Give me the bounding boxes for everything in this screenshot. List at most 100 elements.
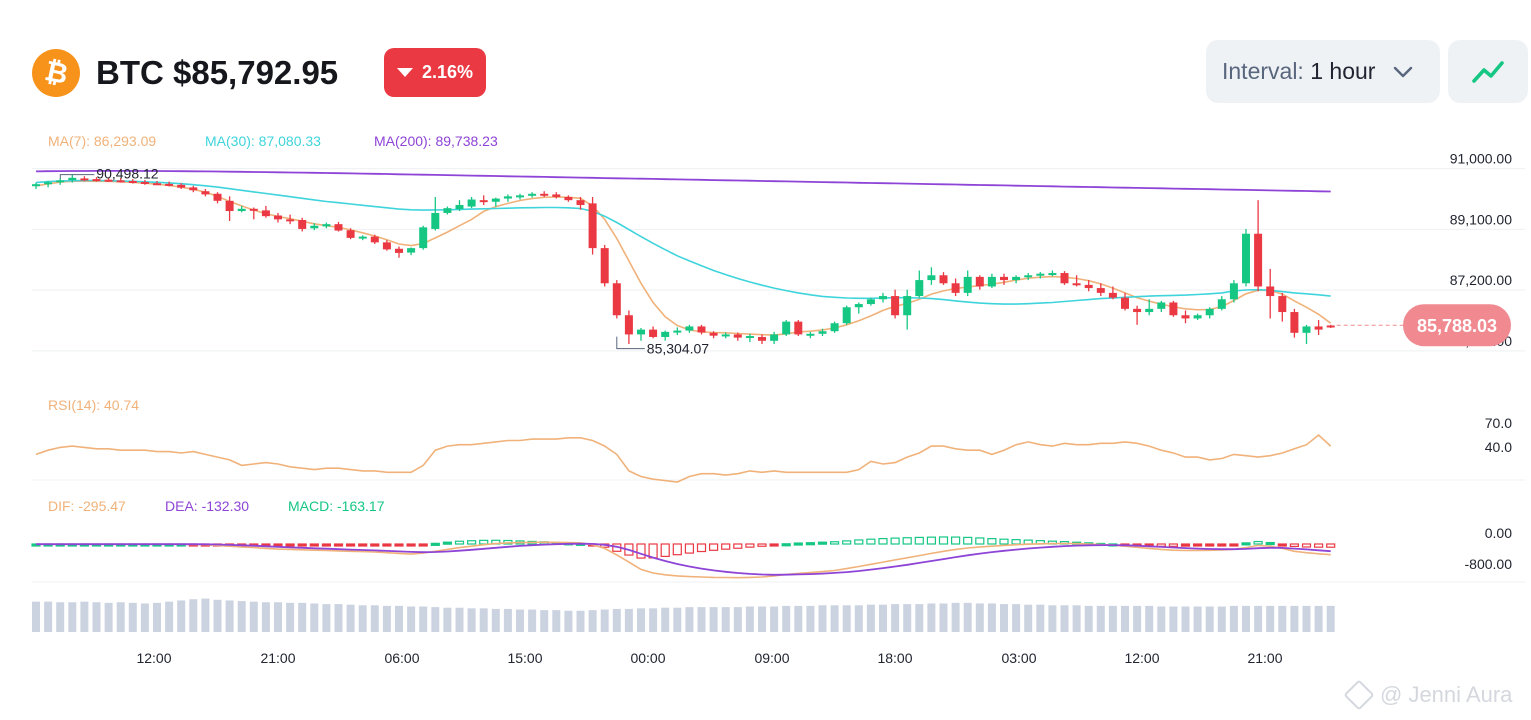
volume-bar bbox=[758, 606, 766, 632]
candle-body bbox=[370, 236, 379, 243]
volume-bar bbox=[443, 607, 452, 632]
macd-histogram-bar bbox=[938, 536, 949, 545]
volume-bar bbox=[939, 603, 948, 632]
candle-body bbox=[1000, 276, 1008, 281]
candle-body bbox=[56, 180, 65, 183]
macd-histogram-bar bbox=[454, 540, 465, 545]
macd-histogram-bar bbox=[1180, 543, 1191, 547]
candle-body bbox=[407, 248, 416, 253]
candle-body bbox=[673, 330, 682, 333]
volume-bar bbox=[830, 605, 839, 632]
macd-axis-label: -800.00 bbox=[1465, 556, 1513, 572]
volume-bar bbox=[382, 605, 391, 632]
macd-histogram-bar bbox=[1313, 543, 1324, 548]
volume-bar bbox=[274, 602, 282, 632]
chart-type-toggle-button[interactable] bbox=[1448, 40, 1528, 103]
candle-body bbox=[891, 296, 900, 316]
candle-body bbox=[1060, 273, 1069, 284]
volume-bar bbox=[1072, 605, 1081, 632]
volume-bar bbox=[709, 607, 718, 632]
volume-bar bbox=[1278, 605, 1287, 632]
candle-body bbox=[830, 323, 839, 332]
macd-histogram-bar bbox=[890, 537, 900, 545]
macd-histogram-bar bbox=[297, 543, 307, 547]
interval-dropdown[interactable]: Interval: 1 hour bbox=[1206, 40, 1440, 103]
candle-body bbox=[1096, 288, 1105, 293]
volume-bar bbox=[1326, 605, 1335, 632]
volume-bar bbox=[189, 599, 198, 632]
candle-body bbox=[153, 183, 161, 186]
dif-line bbox=[36, 541, 1331, 579]
candle-body bbox=[298, 219, 307, 229]
macd-histogram-bar bbox=[358, 543, 368, 547]
time-axis-label: 15:00 bbox=[507, 650, 542, 666]
time-axis-label: 12:00 bbox=[1124, 650, 1159, 666]
macd-histogram-bar bbox=[1289, 543, 1300, 548]
candle-body bbox=[782, 321, 791, 335]
candle-body bbox=[1157, 302, 1166, 309]
volume-bar bbox=[1157, 606, 1166, 632]
volume-bar bbox=[1169, 606, 1178, 632]
candle-body bbox=[334, 224, 343, 231]
volume-bar bbox=[1193, 606, 1202, 632]
volume-bar bbox=[649, 608, 658, 632]
macd-histogram-bar bbox=[854, 539, 864, 545]
macd-histogram-bar bbox=[1229, 543, 1239, 547]
candle-body bbox=[1242, 233, 1250, 284]
candle-body bbox=[92, 179, 101, 182]
time-axis-label: 09:00 bbox=[754, 650, 789, 666]
macd-axis-label: 0.00 bbox=[1485, 525, 1512, 541]
candle-body bbox=[455, 204, 464, 210]
candle-body bbox=[1012, 276, 1021, 281]
price-axis-label: 87,200.00 bbox=[1450, 272, 1512, 288]
volume-bar bbox=[721, 607, 730, 632]
volume-bar bbox=[1242, 605, 1250, 632]
volume-bar bbox=[540, 610, 549, 632]
volume-bar bbox=[165, 601, 174, 632]
volume-bar bbox=[806, 605, 815, 632]
interval-label: Interval: bbox=[1222, 58, 1304, 84]
macd-histogram-bar bbox=[636, 543, 646, 559]
volume-bar bbox=[419, 606, 428, 632]
volume-bar bbox=[491, 608, 500, 632]
last-price-badge bbox=[1403, 304, 1511, 347]
volume-bar bbox=[745, 606, 754, 632]
candle-body bbox=[68, 177, 77, 181]
volume-bar bbox=[866, 604, 875, 632]
candle-body bbox=[540, 193, 549, 196]
volume-bar bbox=[32, 601, 40, 632]
volume-bar bbox=[854, 605, 863, 632]
candle-body bbox=[1072, 283, 1081, 286]
macd-histogram-bar bbox=[430, 542, 440, 546]
price-change-badge: 2.16% bbox=[384, 48, 486, 97]
volume-bar bbox=[818, 605, 827, 632]
volume-bar bbox=[915, 604, 924, 632]
volume-bar bbox=[1121, 605, 1129, 632]
candle-body bbox=[975, 276, 984, 287]
volume-bar bbox=[346, 604, 355, 632]
candle-body bbox=[358, 236, 367, 239]
time-axis-label: 06:00 bbox=[384, 650, 419, 666]
candle-body bbox=[939, 275, 948, 284]
rsi-line bbox=[35, 433, 1332, 483]
volume-bar bbox=[1096, 605, 1105, 632]
candle-body bbox=[879, 296, 887, 300]
volume-bar bbox=[1048, 605, 1057, 632]
candle-body bbox=[80, 178, 89, 181]
candle-body bbox=[637, 329, 645, 335]
macd-histogram-bar bbox=[684, 543, 695, 554]
volume-bar bbox=[1012, 604, 1021, 632]
candle-body bbox=[1024, 275, 1033, 278]
candle-body bbox=[1193, 315, 1202, 319]
candle-body bbox=[770, 334, 779, 341]
volume-bar bbox=[927, 603, 936, 632]
rsi-axis-label: 70.0 bbox=[1485, 415, 1512, 431]
volume-bar bbox=[104, 602, 113, 632]
candle-body bbox=[443, 208, 452, 213]
macd-histogram-bar bbox=[660, 543, 670, 557]
candle-body bbox=[140, 181, 149, 184]
watermark-text: @ Jenni Aura bbox=[1380, 682, 1513, 707]
macd-histogram-bar bbox=[902, 537, 912, 545]
candle-body bbox=[310, 225, 319, 229]
candle-body bbox=[201, 191, 210, 195]
